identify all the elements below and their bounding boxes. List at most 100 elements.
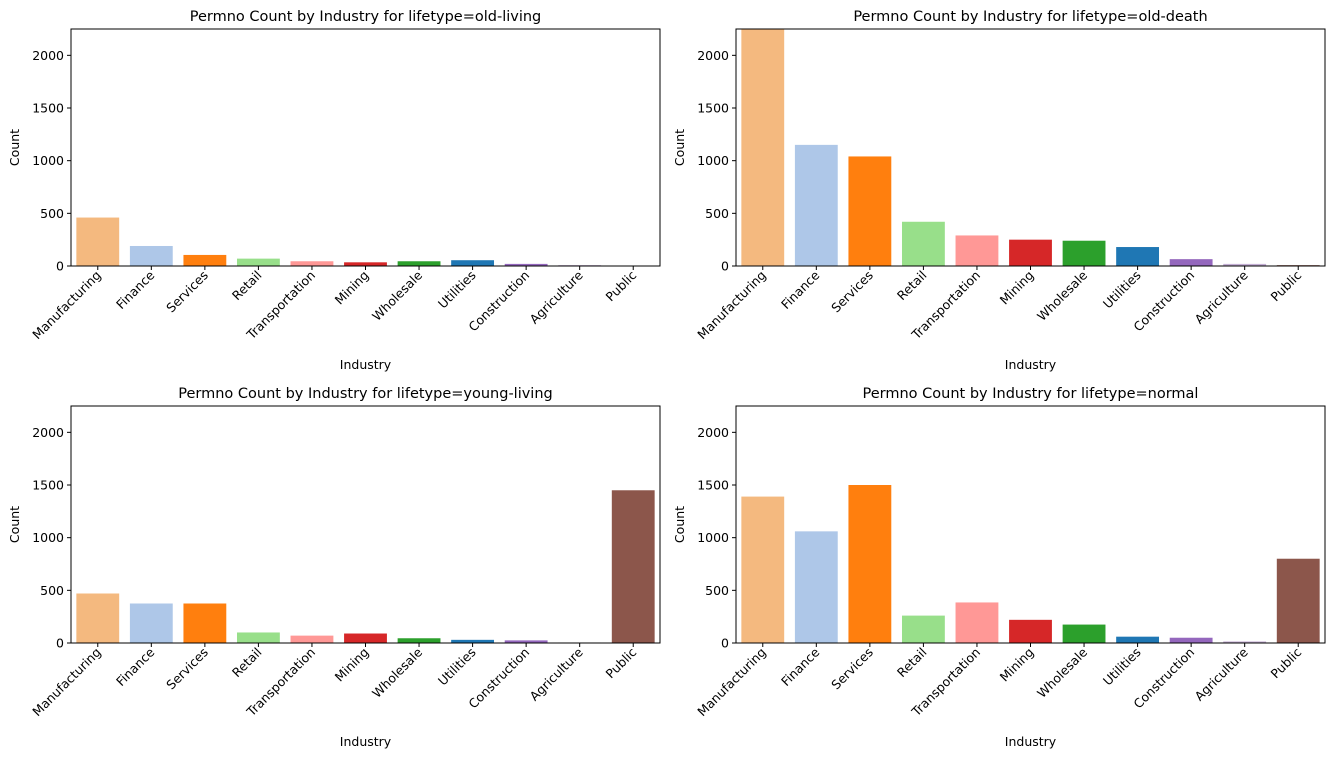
x-tick-label: Services (828, 645, 876, 693)
x-tick-label: Mining (997, 645, 1037, 685)
y-tick-label: 0 (721, 636, 729, 651)
bar (397, 638, 441, 643)
bar (741, 496, 785, 643)
y-tick-label: 1500 (697, 101, 729, 116)
x-tick-label: Manufacturing (29, 268, 104, 343)
x-tick-label: Services (828, 268, 876, 316)
y-tick-label: 1000 (697, 153, 729, 168)
chart-panel: 0 500 1000 1500 2000 Manufacturing Finance Serv… (7, 386, 661, 749)
x-tick-label: Public (603, 644, 640, 681)
bar (848, 156, 892, 266)
y-tick-label: 500 (40, 206, 64, 221)
x-tick-label: Utilities (1100, 268, 1144, 312)
y-tick-label: 1500 (32, 478, 64, 493)
x-tick-label: Services (163, 645, 211, 693)
x-tick-label: Retail (229, 645, 265, 681)
bar (901, 221, 945, 266)
chart-panel: 0 500 1000 1500 2000 Manufacturing Finance Serv… (7, 9, 661, 372)
bar (183, 254, 227, 266)
x-tick-label: Agriculture (527, 267, 586, 326)
bar (1169, 259, 1213, 266)
x-axis-label: Industry (340, 734, 392, 749)
x-tick-label: Finance (113, 644, 158, 689)
x-axis-label: Industry (1005, 734, 1057, 749)
y-axis-label: Count (7, 129, 22, 166)
x-tick-label: Mining (332, 645, 372, 685)
bar (901, 615, 945, 643)
x-tick-label: Public (1268, 644, 1305, 681)
bar (1223, 263, 1267, 266)
bar (451, 260, 495, 266)
x-tick-label: Utilities (1100, 645, 1144, 689)
x-tick-label: Agriculture (1192, 644, 1251, 703)
y-tick-label: 500 (40, 583, 64, 598)
bar (183, 603, 227, 643)
chart-panel: 0 500 1000 1500 2000 Manufacturing Finance Serv… (672, 386, 1326, 749)
y-axis-label: Count (672, 506, 687, 543)
bar (1009, 619, 1052, 643)
y-tick-label: 1000 (697, 530, 729, 545)
bar (129, 245, 173, 266)
y-axis-label: Count (672, 129, 687, 166)
x-tick-label: Mining (332, 268, 372, 308)
bar (1223, 641, 1267, 643)
x-tick-label: Manufacturing (694, 645, 769, 720)
y-tick-label: 1000 (32, 153, 64, 168)
x-tick-label: Mining (997, 268, 1037, 308)
bar (290, 261, 334, 266)
chart-panel: 0 500 1000 1500 2000 Manufacturing Finance Serv… (672, 9, 1326, 372)
x-tick-label: Wholesale (1034, 267, 1090, 323)
y-tick-label: 1500 (32, 101, 64, 116)
x-tick-label: Utilities (435, 645, 479, 689)
bar (1116, 247, 1160, 266)
bar (76, 593, 120, 643)
x-tick-label: Retail (894, 268, 930, 304)
x-tick-label: Finance (113, 267, 158, 312)
y-tick-label: 0 (721, 259, 729, 274)
bar (290, 635, 334, 643)
x-tick-label: Manufacturing (29, 645, 104, 720)
x-tick-label: Manufacturing (694, 268, 769, 343)
y-tick-label: 500 (705, 206, 729, 221)
chart-title: Permno Count by Industry for lifetype=ol… (190, 9, 542, 25)
bar (129, 603, 173, 643)
bar (1062, 624, 1106, 643)
x-tick-label: Public (603, 267, 640, 304)
x-tick-label: Finance (778, 267, 823, 312)
bar (1062, 240, 1106, 266)
y-tick-label: 2000 (32, 425, 64, 440)
x-tick-label: Utilities (435, 268, 479, 312)
bar (794, 531, 838, 643)
x-axis-label: Industry (340, 357, 392, 372)
bar (1276, 558, 1320, 643)
bar (1009, 239, 1052, 266)
x-tick-label: Services (163, 268, 211, 316)
x-axis-label: Industry (1005, 357, 1057, 372)
bar (848, 485, 892, 643)
bar (794, 144, 838, 266)
y-tick-label: 2000 (697, 48, 729, 63)
y-axis-label: Count (7, 506, 22, 543)
x-tick-label: Agriculture (527, 644, 586, 703)
y-tick-label: 2000 (697, 425, 729, 440)
bar (344, 633, 387, 643)
bar (1116, 636, 1160, 643)
chart-title: Permno Count by Industry for lifetype=ol… (853, 9, 1207, 25)
chart-title: Permno Count by Industry for lifetype=no… (863, 386, 1199, 402)
bar (344, 262, 387, 266)
bar (504, 640, 548, 643)
axes-frame (70, 28, 661, 267)
y-tick-label: 1000 (32, 530, 64, 545)
x-tick-label: Wholesale (369, 644, 425, 700)
x-tick-label: Wholesale (369, 267, 425, 323)
bar (236, 258, 280, 266)
bar (955, 235, 999, 266)
y-tick-label: 0 (56, 259, 64, 274)
bar (236, 632, 280, 643)
bar (397, 261, 441, 266)
bar (1169, 637, 1213, 643)
y-tick-label: 500 (705, 583, 729, 598)
x-tick-label: Finance (778, 644, 823, 689)
x-tick-label: Retail (229, 268, 265, 304)
